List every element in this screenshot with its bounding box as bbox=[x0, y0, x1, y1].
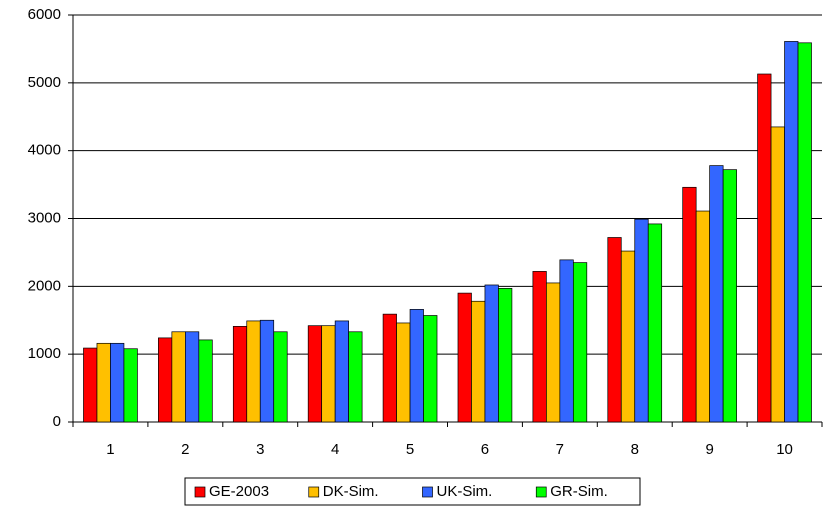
y-tick-label: 6000 bbox=[28, 6, 61, 23]
legend: GE-2003 DK-Sim. UK-Sim. GR-Sim. bbox=[184, 477, 641, 506]
legend-label: GR-Sim. bbox=[550, 483, 608, 500]
x-tick-label: 10 bbox=[776, 441, 793, 458]
bar bbox=[484, 284, 499, 423]
bar bbox=[757, 73, 772, 423]
bar bbox=[110, 342, 125, 423]
bar bbox=[647, 223, 663, 423]
x-tick-label: 7 bbox=[556, 441, 564, 458]
bar bbox=[382, 313, 397, 423]
x-tick-label: 2 bbox=[181, 441, 189, 458]
x-tick-label: 5 bbox=[406, 441, 414, 458]
bar bbox=[457, 292, 472, 423]
bar bbox=[634, 218, 649, 423]
bar bbox=[123, 348, 138, 423]
x-tick-label: 1 bbox=[106, 441, 114, 458]
bar bbox=[423, 315, 438, 423]
bar bbox=[321, 325, 336, 423]
legend-label: UK-Sim. bbox=[437, 483, 493, 500]
bar bbox=[607, 237, 622, 423]
x-tick-label: 4 bbox=[331, 441, 339, 458]
bar bbox=[334, 320, 349, 423]
legend-swatch bbox=[308, 486, 320, 498]
legend-box bbox=[184, 477, 641, 506]
bar bbox=[409, 309, 424, 423]
bar bbox=[770, 126, 785, 423]
bar bbox=[532, 271, 547, 423]
bar bbox=[546, 282, 561, 423]
x-tick-label: 3 bbox=[256, 441, 264, 458]
y-tick-label: 1000 bbox=[28, 345, 61, 362]
x-tick-label: 8 bbox=[631, 441, 639, 458]
bar bbox=[171, 331, 186, 423]
bar bbox=[259, 319, 275, 423]
bar bbox=[273, 331, 288, 423]
legend-swatch bbox=[535, 486, 547, 498]
bar bbox=[784, 41, 799, 423]
bar bbox=[709, 165, 724, 423]
x-tick-label: 6 bbox=[481, 441, 489, 458]
bar bbox=[559, 259, 574, 423]
bar bbox=[572, 262, 588, 423]
bar bbox=[96, 342, 111, 423]
bar bbox=[471, 300, 486, 423]
bar bbox=[232, 326, 248, 423]
bar bbox=[307, 325, 323, 423]
bar bbox=[348, 331, 363, 423]
bar bbox=[396, 322, 411, 423]
bar bbox=[185, 331, 200, 423]
y-tick-label: 5000 bbox=[28, 74, 61, 91]
y-tick-label: 4000 bbox=[28, 142, 61, 159]
legend-label: DK-Sim. bbox=[323, 483, 379, 500]
legend-label: GE-2003 bbox=[209, 483, 269, 500]
bar bbox=[498, 288, 513, 423]
y-tick-label: 0 bbox=[53, 413, 61, 430]
x-tick-label: 9 bbox=[705, 441, 713, 458]
legend-swatch bbox=[422, 486, 433, 498]
bar bbox=[198, 339, 213, 423]
bar bbox=[83, 347, 98, 423]
legend-swatch bbox=[194, 486, 206, 498]
bar bbox=[620, 250, 636, 423]
bar bbox=[695, 210, 711, 423]
y-tick-label: 3000 bbox=[28, 209, 61, 226]
bar bbox=[158, 337, 173, 423]
bar bbox=[722, 169, 737, 423]
bar bbox=[246, 320, 261, 423]
bar bbox=[797, 42, 812, 423]
y-tick-label: 2000 bbox=[28, 277, 61, 294]
bar bbox=[682, 186, 697, 423]
